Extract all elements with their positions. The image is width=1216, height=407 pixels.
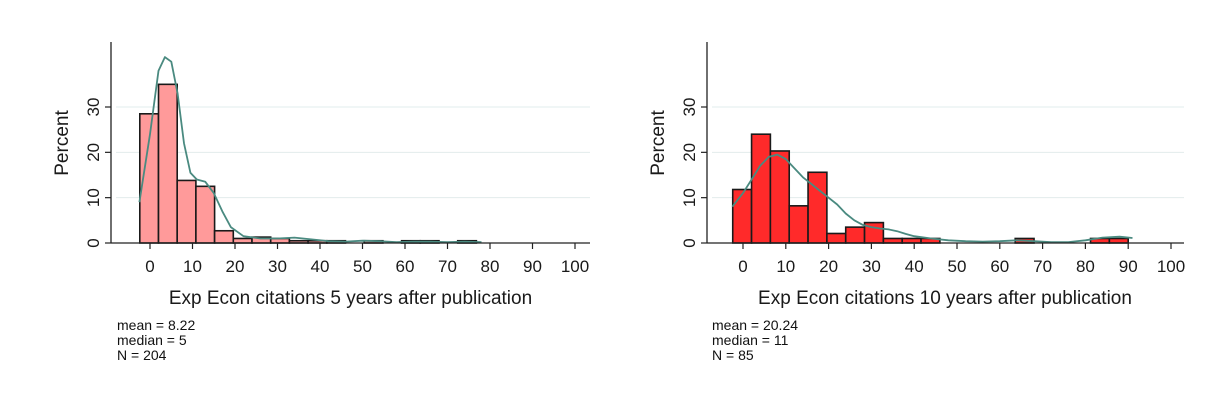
left-y-tick-label: 0 <box>84 238 103 247</box>
left-x-tick-label: 70 <box>438 257 457 276</box>
left-histogram-bar <box>232 237 253 244</box>
right-summary-stats: mean = 20.24 median = 11 N = 85 <box>712 318 798 363</box>
right-x-tick-label: 100 <box>1157 257 1185 276</box>
right-histogram-bar <box>826 232 847 244</box>
right-n-stat: N = 85 <box>712 347 754 363</box>
right-y-tick-label: 30 <box>680 98 699 117</box>
left-histogram-panel: 0 10 20 30 0 10 20 30 40 50 60 70 80 90 100 Exp Econ ci… <box>0 0 600 407</box>
right-x-tick-label: 60 <box>990 257 1009 276</box>
right-x-tick-label: 20 <box>819 257 838 276</box>
left-y-tick-label: 20 <box>84 143 103 162</box>
right-histogram-panel: 0 10 20 30 0 10 20 30 40 50 60 70 80 90 100 Exp Econ ci… <box>597 0 1197 407</box>
left-histogram-bar <box>213 229 235 244</box>
right-x-tick-label: 30 <box>862 257 881 276</box>
left-density-curve <box>138 56 482 244</box>
right-y-tick-label: 10 <box>680 188 699 207</box>
right-histogram-bar <box>788 205 809 244</box>
right-histogram-bar <box>1108 237 1129 244</box>
left-histogram-bar <box>195 185 216 244</box>
left-median-stat: median = 5 <box>117 332 187 348</box>
left-x-tick-label: 40 <box>311 257 330 276</box>
right-x-tick-label: 80 <box>1076 257 1095 276</box>
right-histogram-bar <box>750 133 772 244</box>
left-x-tick-label: 20 <box>226 257 245 276</box>
right-x-tick-label: 40 <box>905 257 924 276</box>
right-x-tick-label: 0 <box>738 257 747 276</box>
right-histogram-bar <box>844 226 866 244</box>
right-y-tick-label: 20 <box>680 143 699 162</box>
left-histogram-chart: 0 10 20 30 0 10 20 30 40 50 60 70 80 90 100 Exp Econ ci… <box>52 42 590 309</box>
left-y-axis-label: Percent <box>52 110 73 176</box>
right-histogram-bar <box>882 237 904 244</box>
right-x-tick-label: 50 <box>948 257 967 276</box>
right-median-stat: median = 11 <box>712 332 789 348</box>
right-histogram-bar <box>731 188 753 244</box>
right-histogram-bar <box>901 237 922 244</box>
left-x-tick-label: 60 <box>396 257 415 276</box>
left-x-tick-label: 80 <box>481 257 500 276</box>
left-x-tick-label: 100 <box>561 257 589 276</box>
left-mean-stat: mean = 8.22 <box>117 317 196 333</box>
left-histogram-bar <box>157 83 179 244</box>
left-n-stat: N = 204 <box>117 347 167 363</box>
right-y-axis-label: Percent <box>648 110 669 176</box>
right-x-tick-label: 90 <box>1119 257 1138 276</box>
left-y-tick-label: 10 <box>84 188 103 207</box>
left-x-tick-label: 50 <box>353 257 372 276</box>
right-y-tick-label: 0 <box>680 238 699 247</box>
left-y-tick-label: 30 <box>84 98 103 117</box>
right-mean-stat: mean = 20.24 <box>712 317 799 333</box>
right-histogram-chart: 0 10 20 30 0 10 20 30 40 50 60 70 80 90 100 Exp Econ ci… <box>648 42 1185 309</box>
right-density-curve <box>731 153 1133 244</box>
left-x-axis-label: Exp Econ citations 5 years after publica… <box>169 288 532 309</box>
left-summary-stats: mean = 8.22 median = 5 N = 204 <box>117 318 195 363</box>
right-x-axis-label: Exp Econ citations 10 years after public… <box>758 288 1132 309</box>
left-x-tick-label: 0 <box>145 257 154 276</box>
right-x-tick-label: 70 <box>1033 257 1052 276</box>
right-x-tick-label: 10 <box>776 257 795 276</box>
left-x-tick-label: 30 <box>268 257 287 276</box>
left-x-tick-label: 10 <box>183 257 202 276</box>
left-x-tick-label: 90 <box>523 257 542 276</box>
left-histogram-bar <box>176 179 197 244</box>
right-histogram-bar <box>769 150 791 244</box>
